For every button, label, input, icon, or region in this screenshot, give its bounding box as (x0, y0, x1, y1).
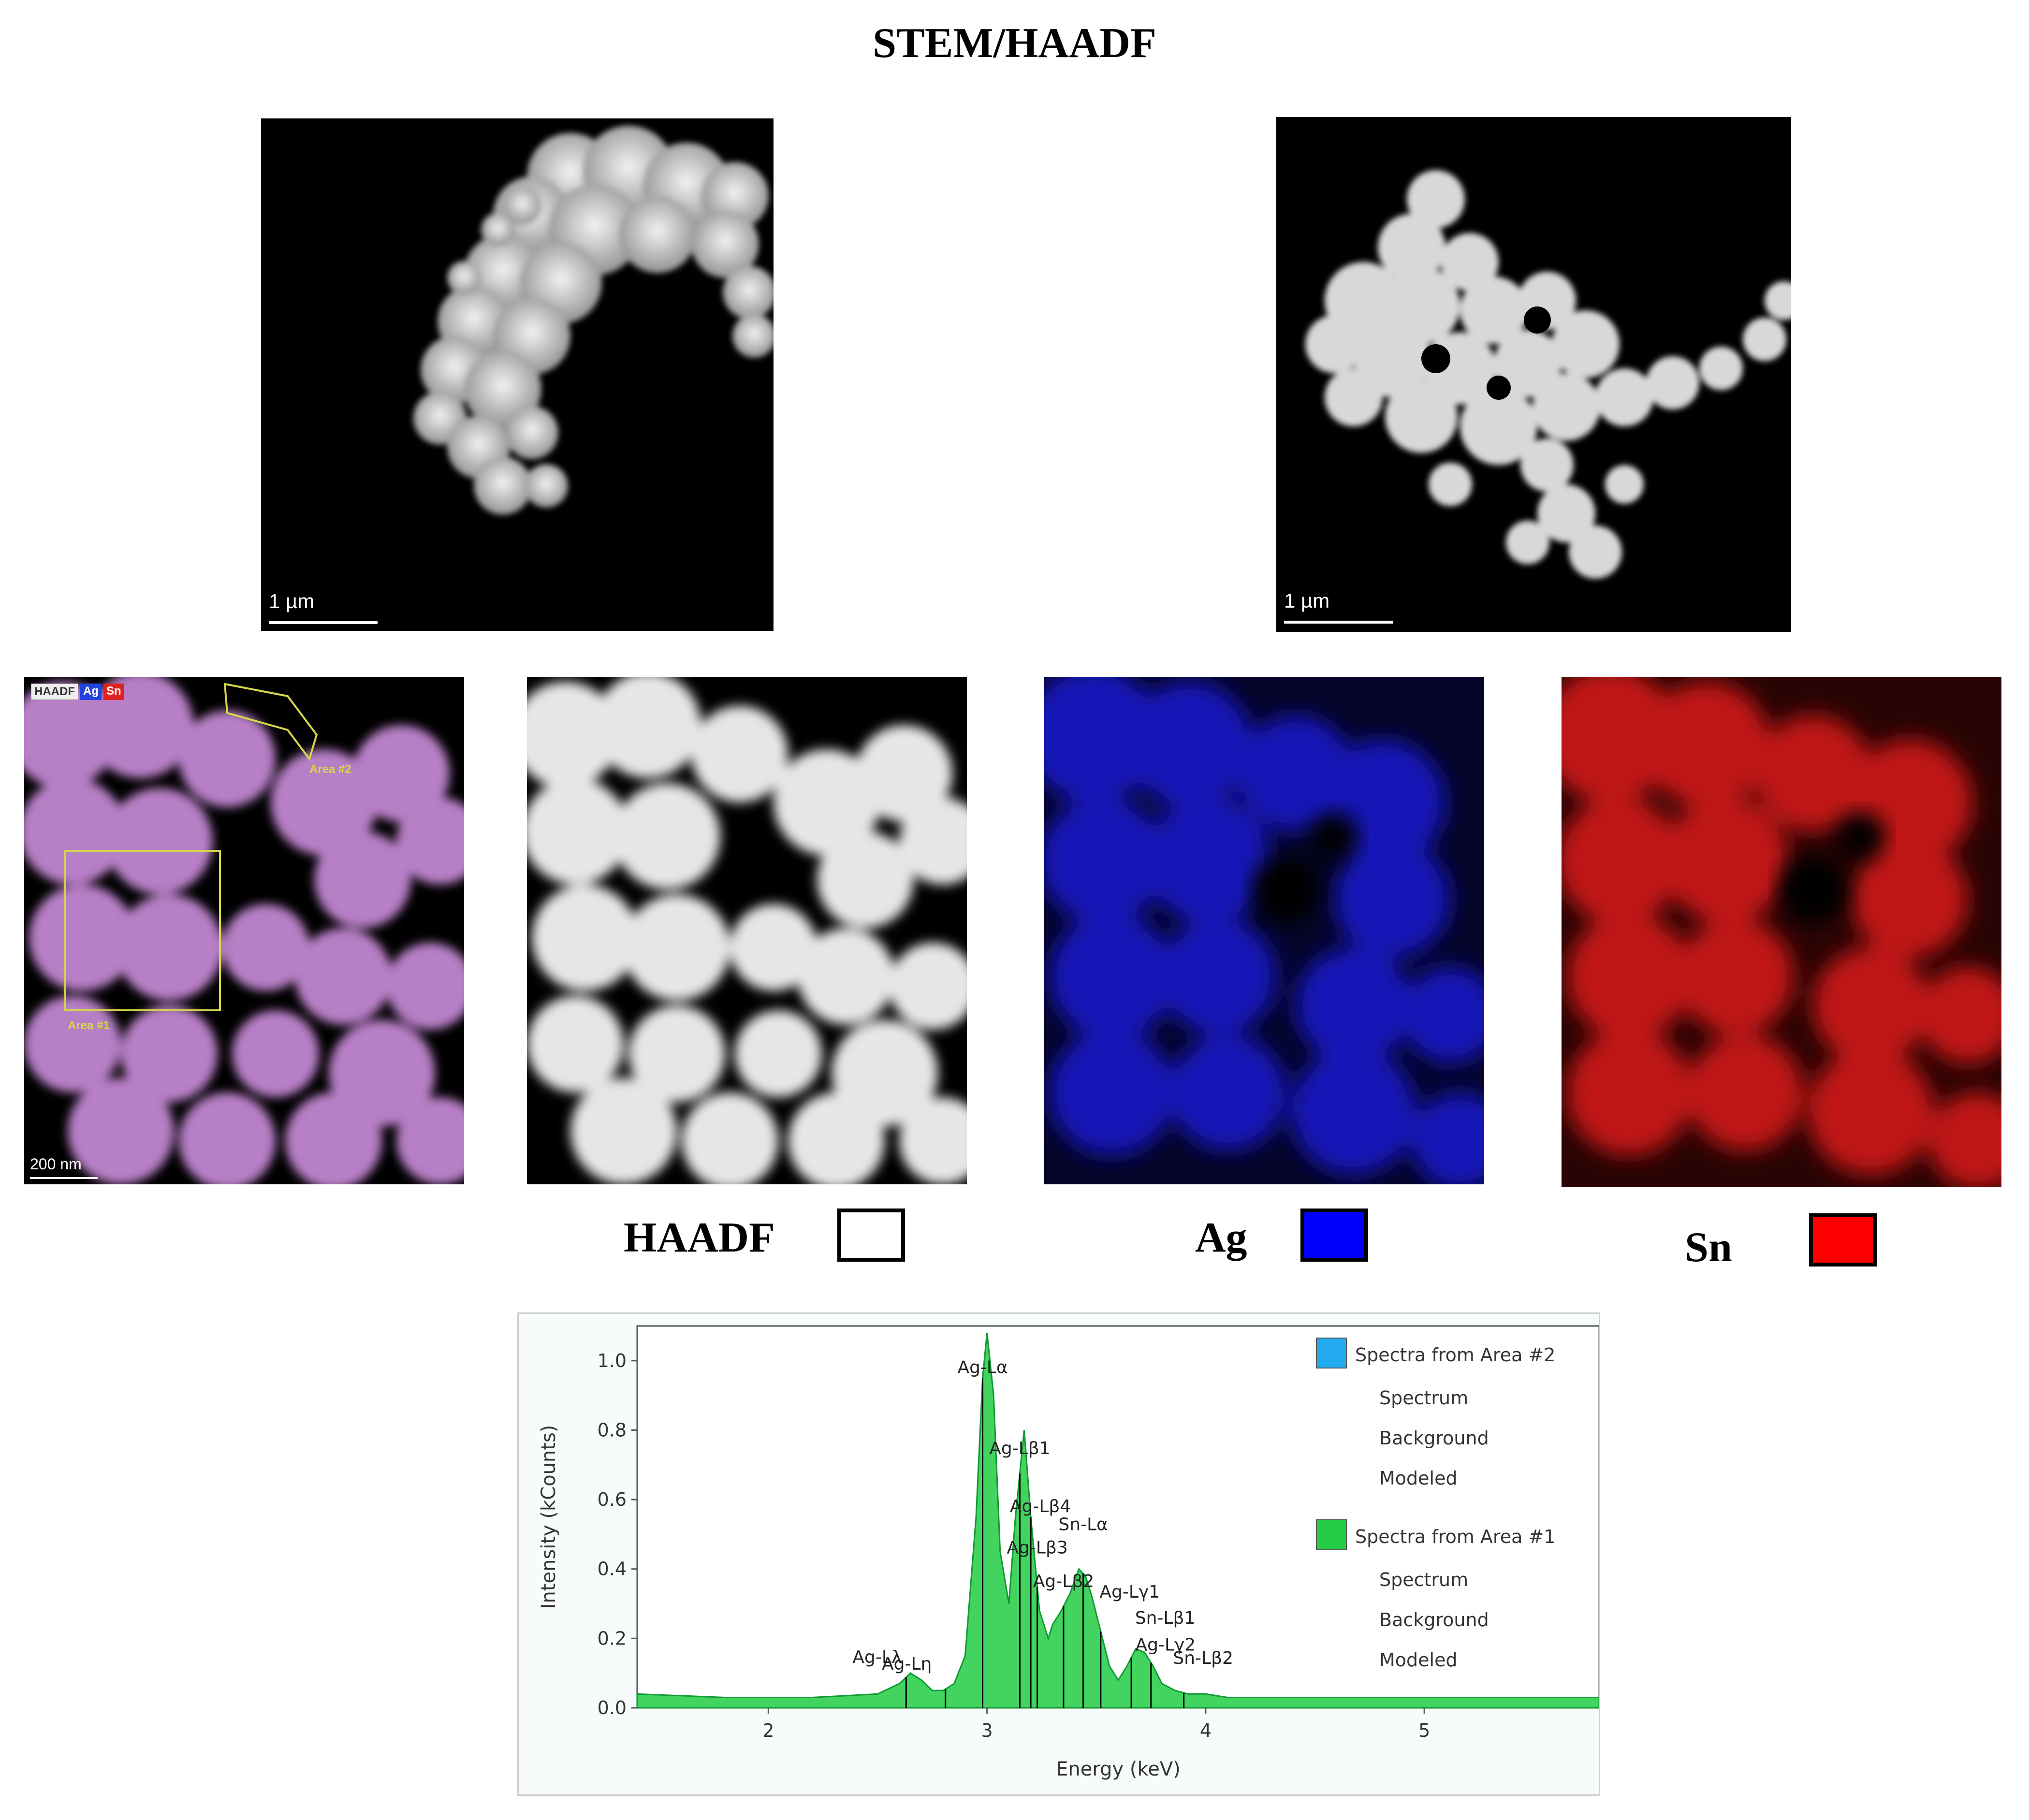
plot-frame (636, 1325, 1600, 1709)
sn-map-signal (1562, 677, 2001, 1187)
x-tick-label: 5 (1418, 1720, 1430, 1741)
haadf-map (527, 677, 967, 1184)
spectrum-series-0 (636, 1333, 1600, 1709)
stem-image-2-particles (1305, 170, 1791, 579)
peak-label: Sn-Lβ2 (1173, 1648, 1233, 1668)
legend-item: Spectrum (1379, 1387, 1468, 1409)
y-tick-label: 0.0 (598, 1697, 627, 1718)
haadf-legend-label: HAADF (624, 1214, 775, 1261)
y-tick-label: 0.8 (598, 1419, 627, 1441)
haadf-swatch (837, 1208, 905, 1262)
sn-map (1562, 677, 2001, 1187)
y-tick-label: 1.0 (598, 1350, 627, 1371)
scalebar-label: 1 µm (1284, 589, 1330, 612)
legend-item: Modeled (1379, 1649, 1458, 1671)
y-tick-label: 0.2 (598, 1628, 627, 1649)
x-tick-label: 4 (1200, 1720, 1212, 1741)
sn-swatch (1809, 1213, 1877, 1267)
eds-spectrum-panel: 2 3 4 5 0.0 0.2 0.4 0.6 0.8 1.0 Energy (keV) Intens… (517, 1312, 1600, 1796)
ag-map (1044, 677, 1484, 1184)
overlay-particles (24, 677, 464, 1184)
figure-title: STEM/HAADF (873, 20, 1156, 67)
area-2-outline (223, 683, 318, 761)
peak-label: Ag-Lγ2 (1135, 1635, 1196, 1655)
x-axis-label: Energy (keV) (1056, 1758, 1181, 1780)
legend-item: Spectrum (1379, 1569, 1468, 1590)
peak-label: Ag-Lβ3 (1007, 1538, 1067, 1558)
badge-sn: Sn (103, 684, 124, 700)
legend-item: Modeled (1379, 1468, 1458, 1489)
x-tick-label: 3 (981, 1720, 993, 1741)
area-1-outline (64, 850, 221, 1011)
badge-haadf: HAADF (31, 684, 78, 700)
badge-ag: Ag (80, 684, 102, 700)
legend-group-title: Spectra from Area #2 (1355, 1344, 1555, 1366)
legend-swatch (1316, 1338, 1347, 1369)
y-tick-label: 0.4 (598, 1558, 627, 1580)
y-axis-label: Intensity (kCounts) (538, 1425, 560, 1609)
legend-item: Background (1379, 1609, 1489, 1631)
peak-label: Ag-Lα (957, 1358, 1007, 1378)
stem-image-2: 1 µm (1276, 117, 1791, 632)
ag-legend-label: Ag (1195, 1214, 1247, 1261)
peak-label: Ag-Lβ1 (989, 1439, 1050, 1458)
legend-swatch (1316, 1519, 1347, 1550)
y-tick-label: 0.6 (598, 1489, 627, 1510)
sn-legend-label: Sn (1685, 1224, 1732, 1271)
stem-image-1-particles (413, 126, 774, 515)
ag-map-signal (1044, 677, 1484, 1184)
eds-overlay-image: HAADF Ag Sn Area #2 Area #1 200 nm (24, 677, 464, 1184)
overlay-badges: HAADF Ag Sn (31, 684, 124, 700)
x-tick-label: 2 (762, 1720, 774, 1741)
peak-label: Sn-Lβ1 (1135, 1608, 1196, 1628)
peak-label: Ag-Lβ2 (1033, 1572, 1094, 1591)
eds-spectrum-chart: 2 3 4 5 0.0 0.2 0.4 0.6 0.8 1.0 Energy (keV) Intens… (519, 1314, 1600, 1794)
scalebar-label: 1 µm (269, 590, 315, 612)
scalebar-label: 200 nm (30, 1155, 82, 1173)
ag-swatch (1300, 1208, 1368, 1262)
peak-label: Ag-Lη (882, 1654, 932, 1674)
scalebar-line (1284, 621, 1393, 624)
scalebar-line (30, 1177, 98, 1179)
haadf-map-particles (527, 677, 967, 1184)
peak-label: Ag-Lλ (852, 1647, 902, 1667)
area-2-label: Area #2 (309, 763, 351, 776)
legend-item: Background (1379, 1427, 1489, 1449)
peak-label: Ag-Lβ4 (1010, 1497, 1071, 1516)
legend-group-title: Spectra from Area #1 (1355, 1526, 1555, 1547)
scalebar-line (269, 621, 378, 624)
stem-image-1: 1 µm (261, 118, 774, 631)
area-1-label: Area #1 (68, 1019, 110, 1032)
peak-label: Sn-Lα (1058, 1514, 1108, 1534)
peak-label: Ag-Lγ1 (1099, 1582, 1160, 1602)
